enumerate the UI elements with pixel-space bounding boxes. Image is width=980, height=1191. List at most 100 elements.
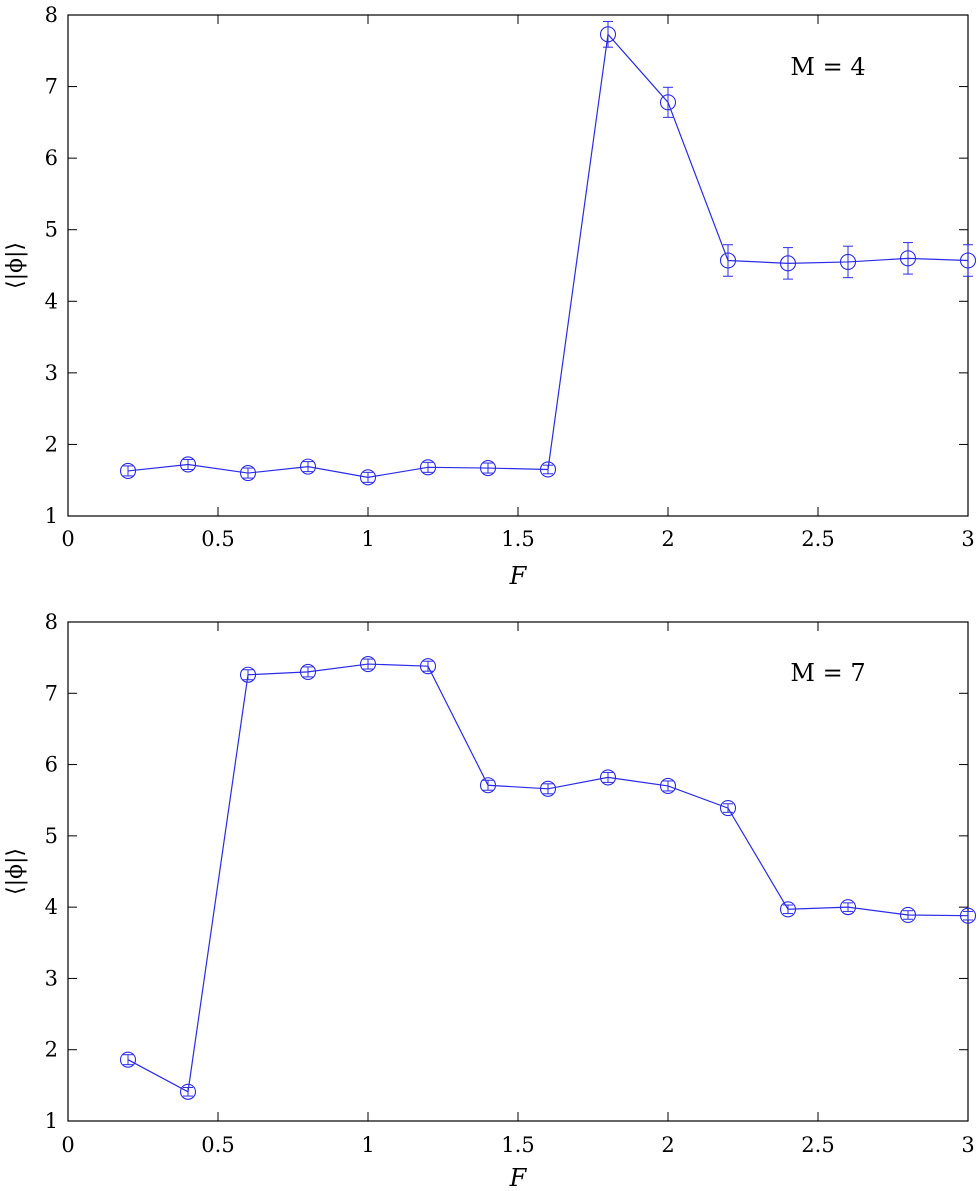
series-line [127,663,969,1093]
point-marker [479,459,497,477]
y-tick-label: 4 [45,289,58,313]
data-point [719,800,737,817]
x-tick-label: 2 [661,1133,674,1157]
plot-frame [67,14,969,517]
point-marker [959,907,977,924]
y-tick-label: 5 [45,218,58,242]
x-tick-label: 1 [361,1133,374,1157]
data-point [119,462,137,479]
y-tick-label: 6 [45,146,58,170]
point-marker [839,253,857,270]
y-tick-label: 5 [45,824,58,848]
data-point [479,459,497,477]
data-point [899,242,917,275]
data-point [779,901,797,918]
panel-annotation: M = 4 [790,53,865,81]
point-marker [419,459,437,476]
point-marker [179,456,197,473]
x-tick-label: 1.5 [501,1133,534,1157]
data-point [599,20,617,48]
data-point [299,458,317,475]
data-point [659,777,677,795]
y-axis-label: ⟨|ϕ|⟩ [3,242,28,289]
data-point [359,469,377,486]
data-point [299,663,317,680]
x-tick-label: 0.5 [201,1133,234,1157]
x-tick-label: 0 [61,1133,74,1157]
point-marker [179,1083,197,1100]
x-tick-label: 2.5 [801,1133,834,1157]
y-tick-label: 2 [45,432,58,456]
point-marker [359,469,377,486]
y-tick-label: 7 [45,681,58,705]
y-tick-label: 7 [45,75,58,99]
point-marker [659,94,677,111]
data-point [239,465,257,482]
point-marker [719,252,737,269]
x-tick-label: 3 [961,527,974,551]
point-marker [359,656,377,673]
data-point [419,658,437,675]
data-point [839,899,857,916]
point-marker [239,465,257,482]
y-tick-label: 3 [45,361,58,385]
x-tick-label: 1 [361,527,374,551]
data-point [119,1051,137,1068]
series-line [127,32,969,478]
point-marker [119,462,137,479]
y-axis-label: ⟨|ϕ|⟩ [3,848,28,895]
y-tick-label: 2 [45,1038,58,1062]
data-point [239,666,257,683]
point-marker [779,901,797,918]
data-point [959,907,977,924]
data-point [779,247,797,280]
data-point [959,244,977,277]
chart-panel-2: 0 0.5 1 1.5 2 2.5 3 1 2 3 4 5 6 7 8 F ⟨|ϕ|⟩ M = 7 [3,610,977,1191]
data-point [179,1083,197,1100]
x-axis-label: F [509,562,528,590]
data-point [899,906,917,924]
point-marker [539,461,557,478]
point-marker [539,780,557,797]
point-marker [119,1051,137,1068]
point-marker [239,666,257,683]
data-point [539,780,557,797]
y-tick-label: 8 [45,3,58,27]
point-marker [779,255,797,272]
point-marker [899,906,917,924]
data-point [539,461,557,478]
point-marker [299,663,317,680]
x-tick-label: 0.5 [201,527,234,551]
x-tick-label: 3 [961,1133,974,1157]
x-tick-label: 2.5 [801,527,834,551]
x-tick-label: 2 [661,527,674,551]
data-point [839,245,857,279]
chart-panel-1: 0 0.5 1 1.5 2 2.5 3 1 2 3 4 5 6 7 8 F ⟨|ϕ|⟩ M = 4 [3,3,977,590]
data-point [419,459,437,476]
point-marker [599,26,617,43]
data-point [659,86,677,118]
y-tick-label: 1 [45,504,58,528]
point-marker [479,777,497,794]
data-point [719,244,737,277]
x-axis-label: F [509,1164,528,1191]
x-tick-label: 1.5 [501,527,534,551]
point-marker [839,899,857,916]
point-marker [299,458,317,475]
panel-annotation: M = 7 [790,659,865,687]
y-tick-label: 6 [45,753,58,777]
point-marker [419,658,437,675]
y-tick-label: 8 [45,610,58,634]
point-marker [659,777,677,795]
plot-frame [67,621,969,1122]
y-tick-label: 3 [45,966,58,990]
point-marker [899,250,917,267]
data-point [599,769,617,786]
data-point [359,656,377,673]
y-tick-label: 4 [45,895,58,919]
point-marker [959,252,977,269]
data-point [179,456,197,473]
point-marker [599,769,617,786]
data-point [479,777,497,794]
